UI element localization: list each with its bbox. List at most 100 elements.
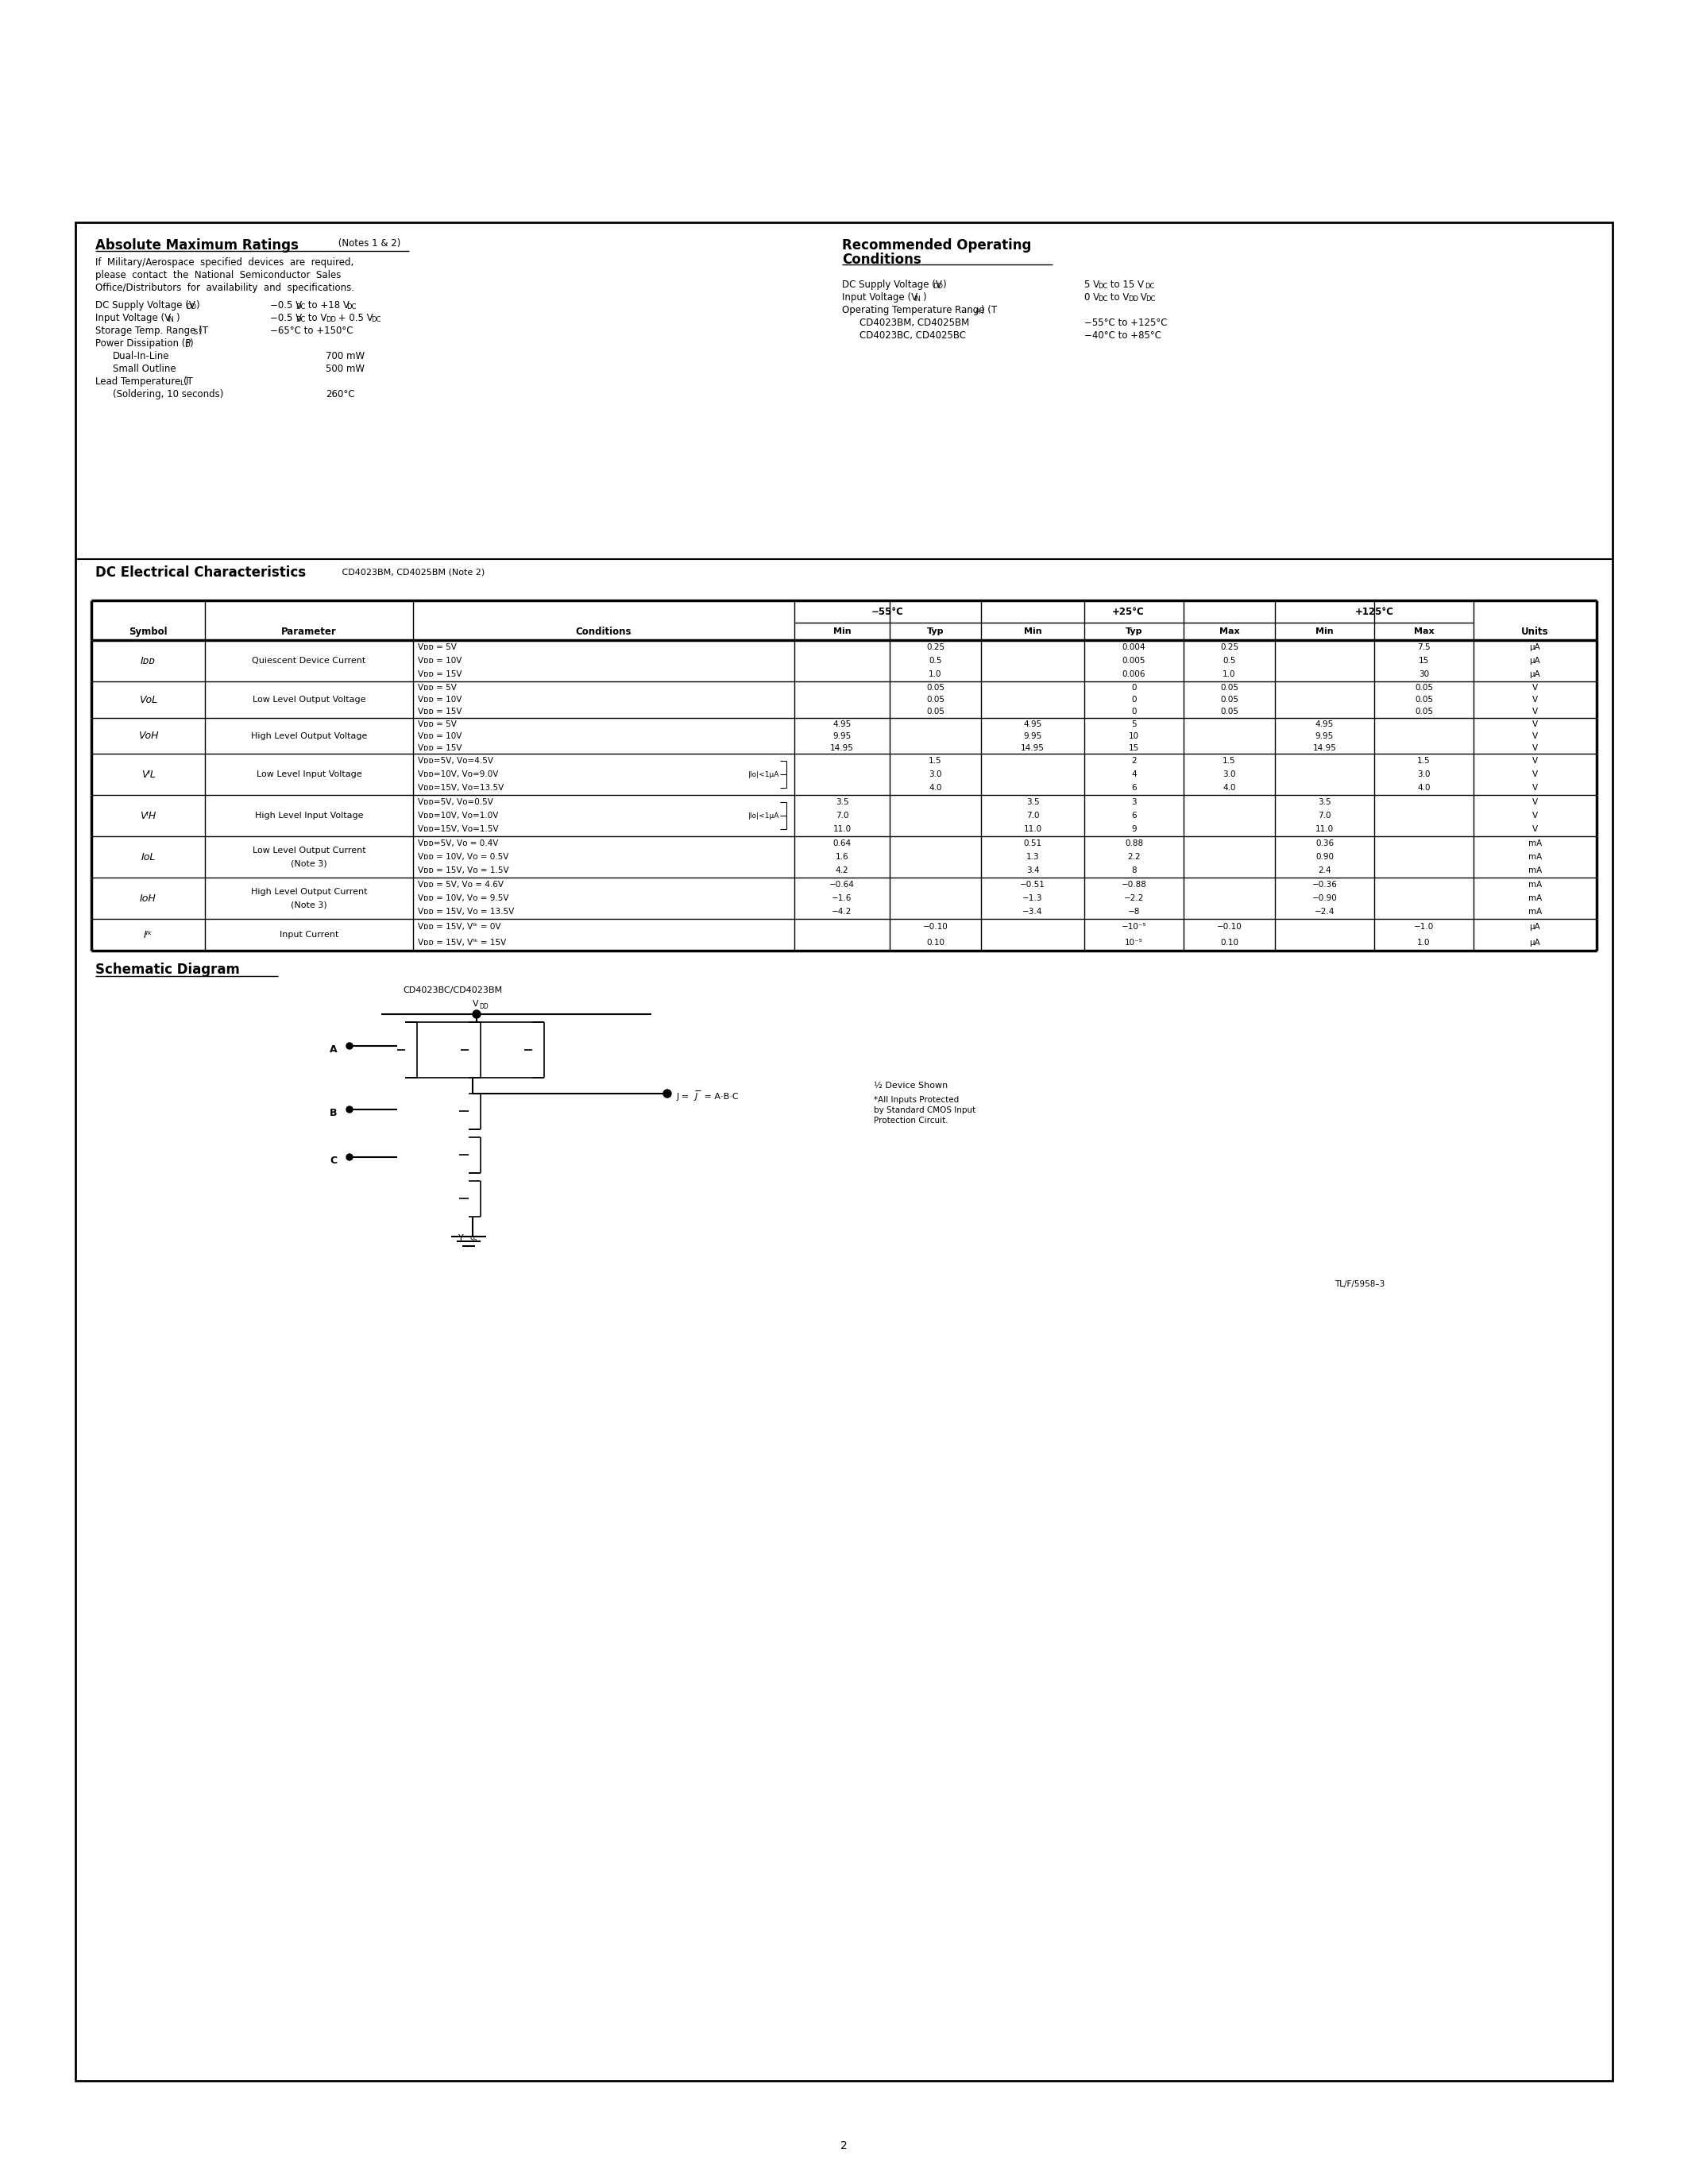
Text: *All Inputs Protected: *All Inputs Protected: [874, 1096, 959, 1103]
Text: Absolute Maximum Ratings: Absolute Maximum Ratings: [95, 238, 299, 253]
Text: IN: IN: [913, 295, 920, 304]
Text: 4.95: 4.95: [1315, 721, 1334, 727]
Text: Conditions: Conditions: [576, 627, 631, 636]
Circle shape: [473, 1011, 481, 1018]
Text: Parameter: Parameter: [282, 627, 336, 636]
Text: DD: DD: [932, 282, 944, 290]
Text: −2.2: −2.2: [1124, 893, 1144, 902]
Text: |Iᴏ|<1μA: |Iᴏ|<1μA: [748, 771, 780, 778]
Text: ): ): [197, 325, 201, 336]
Text: V: V: [1533, 784, 1538, 793]
Text: −55°C: −55°C: [871, 607, 905, 616]
Text: Low Level Input Voltage: Low Level Input Voltage: [257, 771, 361, 778]
Text: DC Supply Voltage (V: DC Supply Voltage (V: [95, 299, 196, 310]
Text: Lead Temperature (T: Lead Temperature (T: [95, 376, 192, 387]
Text: mA: mA: [1528, 909, 1541, 915]
Text: 0: 0: [1131, 708, 1136, 716]
Text: (Note 3): (Note 3): [290, 900, 327, 909]
Text: Power Dissipation (P: Power Dissipation (P: [95, 339, 191, 349]
Text: Low Level Output Current: Low Level Output Current: [253, 847, 366, 854]
Text: −10⁻⁵: −10⁻⁵: [1121, 924, 1146, 930]
Text: 0.05: 0.05: [1415, 708, 1433, 716]
Text: 9: 9: [1131, 826, 1136, 834]
Text: 3.0: 3.0: [928, 771, 942, 778]
Text: Iᴵᵏ: Iᴵᵏ: [143, 930, 152, 939]
Text: 4.0: 4.0: [928, 784, 942, 793]
Text: 0: 0: [1131, 697, 1136, 703]
Text: Typ: Typ: [1126, 627, 1143, 636]
Text: 0.05: 0.05: [1220, 684, 1239, 692]
Text: SS: SS: [471, 1236, 478, 1243]
Text: 5: 5: [1131, 721, 1136, 727]
Text: 14.95: 14.95: [1313, 745, 1337, 751]
Text: to V: to V: [306, 312, 327, 323]
Text: ½ Device Shown: ½ Device Shown: [874, 1081, 949, 1090]
Text: S: S: [192, 330, 197, 336]
Circle shape: [346, 1042, 353, 1048]
Text: −0.36: −0.36: [1312, 880, 1337, 889]
Text: 3.4: 3.4: [1026, 867, 1040, 874]
Text: Recommended Operating: Recommended Operating: [842, 238, 1031, 253]
Text: D: D: [184, 341, 189, 349]
Text: 260°C: 260°C: [326, 389, 354, 400]
Text: 1.6: 1.6: [836, 854, 849, 860]
Text: B: B: [329, 1107, 338, 1118]
Text: Vᴅᴅ = 15V, Vᴏ = 1.5V: Vᴅᴅ = 15V, Vᴏ = 1.5V: [419, 867, 508, 874]
Text: −1.3: −1.3: [1023, 893, 1043, 902]
Text: mA: mA: [1528, 867, 1541, 874]
Text: Vᴅᴅ = 10V, Vᴏ = 0.5V: Vᴅᴅ = 10V, Vᴏ = 0.5V: [419, 854, 508, 860]
Text: V: V: [1533, 797, 1538, 806]
Text: to V: to V: [1107, 293, 1129, 304]
Text: 14.95: 14.95: [830, 745, 854, 751]
Text: Y: Y: [459, 1234, 464, 1243]
Text: VᴏH: VᴏH: [138, 732, 159, 740]
Text: −0.90: −0.90: [1312, 893, 1337, 902]
Text: J =: J =: [677, 1092, 692, 1101]
Text: 9.95: 9.95: [832, 732, 851, 740]
Text: −40°C to +85°C: −40°C to +85°C: [1084, 330, 1161, 341]
Text: 3.5: 3.5: [1318, 797, 1332, 806]
Text: If  Military/Aerospace  specified  devices  are  required,: If Military/Aerospace specified devices …: [95, 258, 354, 269]
Text: Vᴅᴅ = 15V: Vᴅᴅ = 15V: [419, 745, 463, 751]
Circle shape: [663, 1090, 672, 1099]
Text: DC: DC: [295, 317, 306, 323]
Text: +25°C: +25°C: [1112, 607, 1144, 616]
Bar: [76, 223, 1612, 2081]
Text: 9.95: 9.95: [1315, 732, 1334, 740]
Text: 14.95: 14.95: [1021, 745, 1045, 751]
Text: 1.5: 1.5: [928, 756, 942, 764]
Text: CD4023BC/CD4023BM: CD4023BC/CD4023BM: [403, 987, 503, 994]
Text: Vᴅᴅ = 15V, Vᴵᵏ = 15V: Vᴅᴅ = 15V, Vᴵᵏ = 15V: [419, 939, 506, 946]
Text: −0.51: −0.51: [1020, 880, 1045, 889]
Text: to 15 V: to 15 V: [1107, 280, 1144, 290]
Text: Vᴅᴅ=15V, Vᴏ=1.5V: Vᴅᴅ=15V, Vᴏ=1.5V: [419, 826, 498, 834]
Text: |Iᴏ|<1μA: |Iᴏ|<1μA: [748, 812, 780, 819]
Text: Dual-In-Line: Dual-In-Line: [113, 352, 169, 360]
Text: Operating Temperature Range (T: Operating Temperature Range (T: [842, 306, 998, 314]
Text: Conditions: Conditions: [842, 253, 922, 266]
Text: V: V: [1533, 756, 1538, 764]
Text: ): ): [184, 376, 187, 387]
Text: Vᴅᴅ = 15V, Vᴏ = 13.5V: Vᴅᴅ = 15V, Vᴏ = 13.5V: [419, 909, 515, 915]
Text: 8: 8: [1131, 867, 1136, 874]
Text: 4.2: 4.2: [836, 867, 849, 874]
Text: IᴏH: IᴏH: [140, 893, 157, 904]
Text: 1.0: 1.0: [1222, 670, 1236, 679]
Text: ): ): [189, 339, 192, 349]
Text: −0.64: −0.64: [829, 880, 854, 889]
Text: V: V: [1533, 826, 1538, 834]
Text: 4: 4: [1131, 771, 1136, 778]
Text: Low Level Output Voltage: Low Level Output Voltage: [253, 697, 366, 703]
Text: V: V: [1533, 721, 1538, 727]
Text: Vᴅᴅ=5V, Vᴏ=4.5V: Vᴅᴅ=5V, Vᴏ=4.5V: [419, 756, 493, 764]
Text: 0.88: 0.88: [1124, 839, 1143, 847]
Text: ): ): [176, 312, 179, 323]
Text: −0.5 V: −0.5 V: [270, 299, 302, 310]
Text: Input Voltage (V: Input Voltage (V: [842, 293, 918, 304]
Text: 0.90: 0.90: [1315, 854, 1334, 860]
Text: −0.5 V: −0.5 V: [270, 312, 302, 323]
Text: Vᴅᴅ=5V, Vᴏ=0.5V: Vᴅᴅ=5V, Vᴏ=0.5V: [419, 797, 493, 806]
Text: μA: μA: [1529, 939, 1541, 946]
Text: 2.2: 2.2: [1128, 854, 1141, 860]
Text: DC: DC: [295, 304, 306, 310]
